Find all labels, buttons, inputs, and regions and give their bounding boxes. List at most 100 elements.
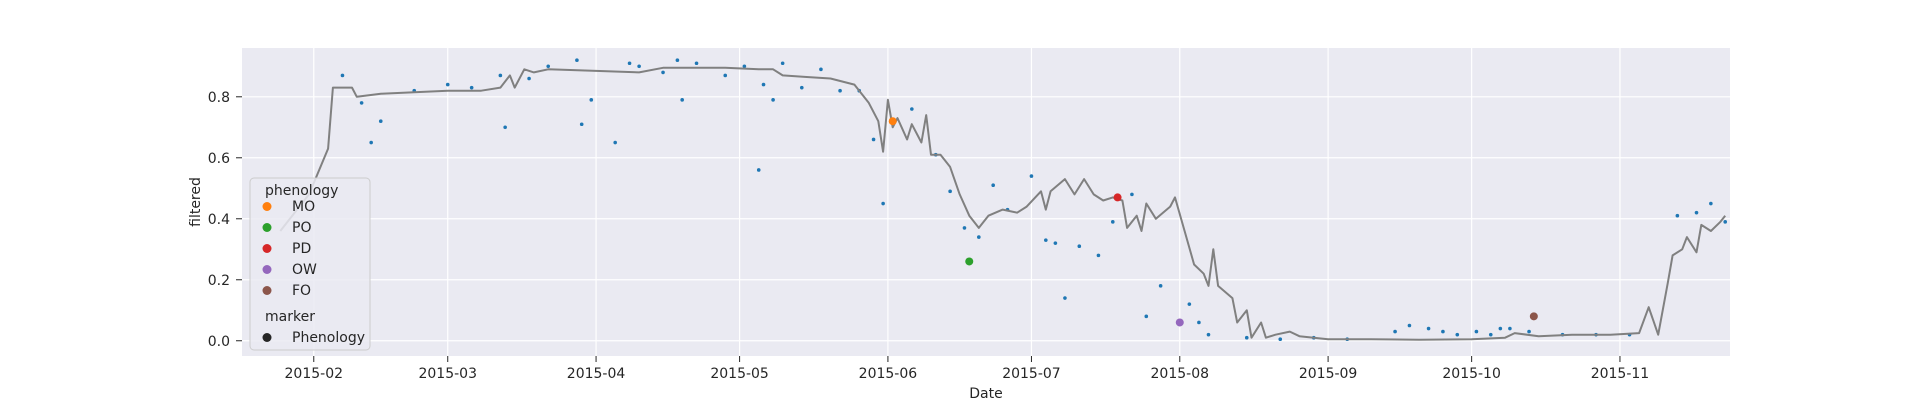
raw-data-point [871, 137, 876, 142]
raw-data-point [1407, 323, 1412, 328]
raw-data-point [799, 85, 804, 90]
y-axis-label: filtered [188, 177, 204, 227]
raw-data-point [910, 107, 914, 111]
raw-data-point [819, 67, 823, 72]
phenology-point-ow [1175, 318, 1184, 327]
legend-dot-fo [262, 286, 272, 295]
legend-label-po: PO [292, 220, 311, 236]
raw-data-point [1455, 332, 1460, 337]
raw-data-point [771, 98, 775, 102]
y-tick-label: 0.6 [208, 151, 230, 167]
raw-data-point [378, 119, 383, 123]
raw-data-point [445, 82, 450, 87]
legend-label-mo: MO [292, 199, 315, 215]
raw-data-point [1675, 213, 1680, 218]
raw-data-point [1527, 329, 1531, 334]
raw-data-point [881, 201, 885, 206]
raw-data-point [1063, 296, 1067, 300]
raw-data-point [503, 125, 507, 130]
raw-data-point [469, 85, 474, 90]
phenology-point-pd [1113, 193, 1122, 202]
x-tick-labels: 2015-02 2015-03 2015-04 2015-05 2015-06 2015-… [285, 356, 1650, 382]
raw-data-point [1393, 329, 1397, 334]
raw-data-point [546, 64, 551, 69]
x-tick-label: 2015-02 [285, 366, 344, 382]
raw-data-point [838, 88, 842, 93]
legend-label-fo: FO [292, 283, 311, 299]
filtered-line [279, 66, 1726, 341]
y-tick-label: 0.2 [208, 273, 230, 289]
raw-data-point [1187, 302, 1192, 306]
raw-data-point [627, 61, 632, 66]
raw-data-point [1029, 174, 1034, 178]
y-tick-labels: 0.0 0.2 0.4 0.6 0.8 [208, 90, 242, 350]
raw-data-point [498, 73, 503, 78]
raw-data-point [1498, 326, 1503, 331]
x-tick-label: 2015-11 [1591, 366, 1650, 382]
legend-box [249, 177, 371, 351]
x-tick-label: 2015-05 [710, 366, 769, 382]
raw-data-point [1508, 326, 1512, 331]
legend-marker-label: Phenology [292, 330, 365, 346]
x-tick-label: 2015-07 [1002, 366, 1061, 382]
raw-data-point [1206, 332, 1211, 337]
y-tick-label: 0.0 [208, 334, 230, 350]
raw-data-point [1197, 320, 1201, 325]
raw-data-point [340, 73, 345, 78]
raw-data-point [1278, 337, 1283, 342]
raw-data-point [1044, 238, 1048, 242]
legend-dot-pd [262, 244, 272, 253]
raw-data-point [723, 73, 728, 78]
raw-data-point [637, 64, 641, 69]
raw-data-point [675, 58, 680, 62]
legend-items: MO PO PD OW FO [262, 199, 317, 299]
raw-data-point [579, 122, 584, 127]
raw-data-point [1426, 326, 1431, 331]
x-tick-label: 2015-08 [1151, 366, 1210, 382]
raw-data-point [1723, 220, 1728, 224]
raw-data-point [1694, 210, 1699, 215]
raw-data-point [1110, 220, 1115, 224]
raw-data-point [369, 140, 373, 145]
raw-data-point [1709, 201, 1713, 206]
legend-dot-po [262, 223, 272, 232]
raw-data-point [1441, 329, 1445, 334]
raw-data-point [991, 183, 995, 188]
x-tick-label: 2015-03 [418, 366, 477, 382]
legend-marker-dot [262, 333, 272, 342]
raw-data-point [1096, 253, 1101, 258]
raw-data-point [359, 101, 364, 105]
y-tick-label: 0.8 [208, 90, 230, 106]
phenology-point-fo [1529, 312, 1538, 321]
phenology-markers [888, 117, 1538, 327]
raw-data-point [1488, 332, 1493, 337]
legend-label-pd: PD [292, 241, 311, 257]
raw-data-point [742, 64, 747, 69]
legend-dot-ow [262, 265, 272, 274]
raw-data-point [761, 82, 766, 87]
x-tick-label: 2015-04 [567, 366, 626, 382]
y-tick-label: 0.4 [208, 212, 230, 228]
x-axis-label: Date [969, 386, 1002, 400]
legend-title-phenology: phenology [265, 183, 338, 199]
filtered-line-path [279, 66, 1726, 341]
raw-data-point [680, 98, 684, 102]
x-tick-label: 2015-09 [1299, 366, 1358, 382]
raw-data-point [948, 189, 952, 194]
legend-title-marker: marker [265, 309, 315, 325]
raw-data-point [962, 226, 967, 230]
raw-data-point [780, 61, 785, 66]
legend-label-ow: OW [292, 262, 317, 278]
raw-data-point [694, 61, 699, 66]
raw-data-point [1158, 284, 1163, 288]
raw-data-point [613, 140, 617, 145]
raw-data-point [1053, 241, 1058, 245]
legend-dot-mo [262, 202, 272, 211]
raw-data-point [1474, 329, 1479, 334]
legend: phenology MO PO PD OW FO marker Phenology [249, 177, 371, 351]
raw-data-point [527, 76, 531, 81]
raw-data-point [1130, 192, 1134, 197]
phenology-point-po [965, 257, 974, 266]
